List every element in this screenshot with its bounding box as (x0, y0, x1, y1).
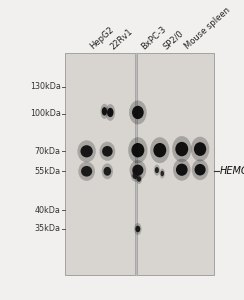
Ellipse shape (192, 159, 208, 180)
Ellipse shape (175, 142, 188, 156)
Text: 55kDa: 55kDa (35, 167, 61, 176)
Text: 35kDa: 35kDa (35, 224, 61, 233)
Ellipse shape (132, 165, 143, 176)
Ellipse shape (129, 100, 147, 124)
Ellipse shape (173, 159, 191, 181)
Ellipse shape (78, 162, 95, 181)
Text: 40kDa: 40kDa (35, 206, 61, 214)
Ellipse shape (176, 164, 188, 176)
Ellipse shape (105, 104, 115, 121)
Text: 100kDa: 100kDa (30, 109, 61, 118)
Text: BxPC-3: BxPC-3 (139, 24, 168, 51)
Ellipse shape (81, 166, 92, 177)
Ellipse shape (132, 106, 144, 119)
Ellipse shape (191, 137, 209, 161)
Ellipse shape (135, 226, 140, 232)
Ellipse shape (107, 108, 113, 117)
Ellipse shape (128, 137, 148, 163)
Ellipse shape (102, 146, 113, 157)
Text: 70kDa: 70kDa (35, 147, 61, 156)
Ellipse shape (137, 176, 141, 182)
Ellipse shape (103, 167, 111, 176)
Ellipse shape (194, 142, 206, 156)
Ellipse shape (160, 169, 165, 178)
Ellipse shape (154, 165, 160, 176)
Ellipse shape (134, 223, 142, 235)
Bar (65, 52, 135, 274)
Ellipse shape (81, 145, 93, 158)
Ellipse shape (150, 137, 170, 163)
Ellipse shape (136, 174, 142, 184)
Bar (137, 52, 214, 274)
Ellipse shape (100, 142, 115, 161)
Ellipse shape (132, 172, 138, 179)
Text: 130kDa: 130kDa (30, 82, 61, 91)
Ellipse shape (153, 143, 166, 158)
Text: SP2/0: SP2/0 (161, 28, 185, 51)
Ellipse shape (155, 167, 159, 173)
Ellipse shape (77, 140, 96, 162)
Text: 22Rv1: 22Rv1 (109, 26, 134, 51)
Text: Mouse spleen: Mouse spleen (183, 5, 232, 51)
Ellipse shape (101, 104, 108, 119)
Text: HEMGN: HEMGN (220, 166, 244, 176)
Ellipse shape (102, 163, 113, 179)
Text: HepG2: HepG2 (88, 25, 115, 51)
Ellipse shape (161, 171, 164, 176)
Ellipse shape (172, 136, 192, 162)
Ellipse shape (130, 160, 146, 180)
Ellipse shape (194, 164, 206, 176)
Ellipse shape (132, 143, 144, 158)
Ellipse shape (131, 170, 140, 182)
Ellipse shape (102, 107, 107, 116)
